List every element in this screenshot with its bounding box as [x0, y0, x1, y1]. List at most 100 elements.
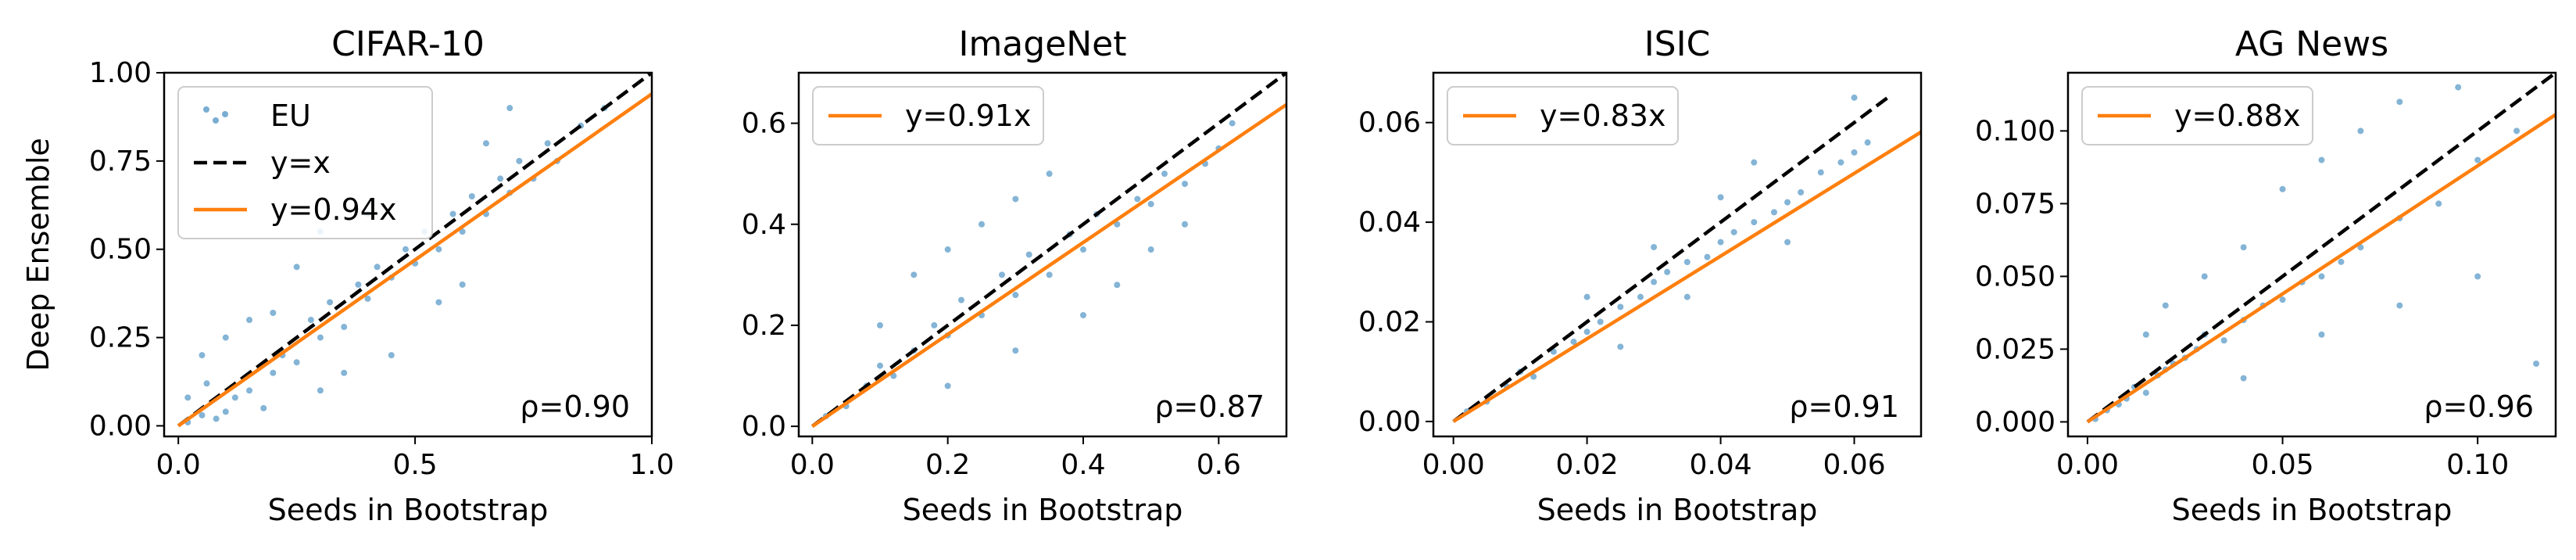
data-point [1080, 312, 1086, 318]
data-point [2396, 302, 2403, 309]
identity-line [810, 73, 1286, 428]
plot-area [810, 73, 1286, 428]
x-axis-label: Seeds in Bootstrap [903, 493, 1183, 527]
y-tick-label: 0.050 [1975, 260, 2055, 293]
data-point [1784, 199, 1791, 206]
data-point [293, 264, 300, 271]
data-point [459, 281, 466, 288]
chart-title: ImageNet [958, 24, 1126, 64]
data-point [544, 140, 551, 147]
data-point [2396, 99, 2403, 106]
y-tick-label: 0.000 [1975, 406, 2055, 438]
data-point [222, 334, 229, 341]
data-point [2338, 258, 2345, 265]
y-tick-label: 0.2 [742, 310, 786, 342]
legend: y=0.91x [812, 86, 1044, 145]
data-point [1617, 303, 1624, 311]
legend-label: EU [270, 99, 311, 133]
x-tick-label: 0.2 [925, 449, 970, 481]
data-point [1161, 171, 1168, 178]
data-point [327, 299, 334, 306]
data-point [944, 246, 951, 253]
data-point [2533, 361, 2540, 367]
data-point [931, 321, 938, 328]
legend: EU y=x y=0.94x [177, 86, 433, 239]
data-point [497, 175, 504, 182]
data-point [1864, 139, 1871, 146]
data-point [958, 296, 964, 303]
data-point [2318, 331, 2325, 338]
axes-frame [1432, 71, 1923, 438]
x-tick-label: 0.6 [1197, 449, 1241, 481]
x-tick-label: 0.04 [1689, 449, 1751, 481]
data-point [2455, 84, 2462, 91]
x-tick-label: 0.4 [1061, 449, 1105, 481]
data-point [2142, 331, 2149, 338]
y-tick-label: 0.00 [1358, 406, 1421, 438]
data-point [468, 193, 475, 200]
y-tick-label: 0.75 [89, 145, 152, 178]
legend-marker-points [213, 117, 219, 124]
data-point [2201, 273, 2208, 280]
y-tick-label: 0.025 [1975, 333, 2055, 365]
data-point [341, 369, 348, 376]
data-point [2474, 156, 2481, 163]
legend-label: y=0.83x [1540, 99, 1665, 133]
data-point [2162, 302, 2169, 309]
data-point [1550, 348, 1557, 355]
y-tick-label: 0.0 [742, 411, 786, 443]
y-tick-label: 0.06 [1358, 107, 1421, 139]
data-point [459, 228, 466, 235]
rho-annotation: ρ=0.96 [2424, 389, 2534, 424]
data-point [1583, 328, 1590, 336]
data-point [1114, 282, 1121, 289]
data-point [1751, 159, 1758, 166]
data-point [364, 295, 371, 302]
fit-line [811, 102, 1286, 428]
data-point [1134, 196, 1141, 203]
legend-box [2081, 86, 2313, 145]
fit-line [177, 92, 652, 428]
data-point [2357, 127, 2364, 135]
chart-title: CIFAR-10 [331, 24, 485, 64]
data-point [2318, 156, 2325, 163]
data-point [246, 317, 253, 324]
data-point [355, 281, 362, 288]
legend: y=0.83x [1447, 86, 1679, 145]
data-point [1046, 271, 1053, 278]
data-point [231, 394, 238, 401]
data-point [270, 369, 277, 376]
x-tick-label: 0.10 [2446, 449, 2509, 481]
x-tick-label: 0.5 [392, 449, 437, 481]
data-point [1530, 373, 1537, 380]
data-point [1570, 338, 1577, 345]
data-point [1012, 196, 1019, 203]
data-point [482, 140, 489, 147]
x-tick-label: 0.05 [2251, 449, 2313, 481]
data-point [1182, 221, 1188, 228]
data-point [516, 157, 523, 164]
data-point [1851, 94, 1858, 101]
data-point [184, 394, 191, 401]
data-point [1617, 343, 1624, 350]
data-point [2279, 296, 2286, 303]
data-point [1730, 228, 1737, 235]
data-point [979, 221, 985, 228]
data-point [435, 246, 442, 253]
data-point [246, 387, 253, 394]
legend-label: y=0.94x [270, 192, 396, 227]
data-point [1025, 251, 1032, 258]
chart-title: ISIC [1644, 24, 1711, 64]
x-tick-label: 0.02 [1556, 449, 1619, 481]
data-point [260, 404, 267, 411]
y-tick-label: 0.04 [1358, 206, 1421, 239]
y-tick-label: 0.075 [1975, 188, 2055, 220]
legend: y=0.88x [2081, 86, 2313, 145]
data-point [1080, 246, 1086, 253]
data-point [317, 387, 324, 394]
plot-area [177, 73, 652, 428]
rho-annotation: ρ=0.87 [1154, 389, 1265, 424]
x-tick-label: 0.00 [2056, 449, 2119, 481]
data-point [1784, 239, 1791, 246]
